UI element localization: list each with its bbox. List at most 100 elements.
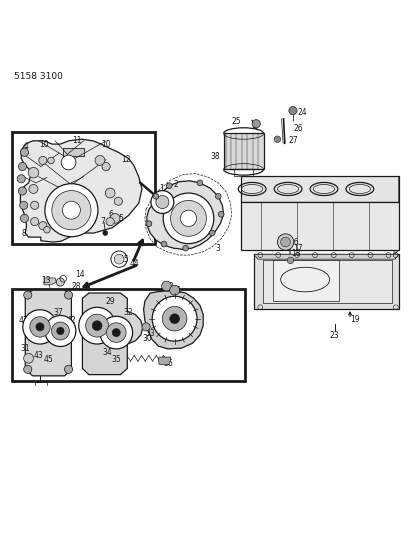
Text: 39: 39	[186, 323, 196, 332]
Text: 18: 18	[291, 249, 301, 258]
Text: 28: 28	[72, 282, 82, 292]
Circle shape	[79, 308, 115, 344]
Circle shape	[44, 227, 50, 233]
Circle shape	[61, 155, 76, 170]
Text: 10: 10	[101, 140, 111, 149]
Circle shape	[183, 245, 188, 251]
Polygon shape	[241, 176, 399, 202]
Text: 40: 40	[54, 330, 64, 340]
Polygon shape	[263, 261, 392, 303]
Circle shape	[92, 321, 102, 330]
Circle shape	[163, 193, 214, 244]
Circle shape	[114, 197, 122, 205]
Circle shape	[39, 222, 47, 230]
Circle shape	[20, 201, 28, 209]
Text: 13: 13	[41, 276, 51, 285]
Text: 3: 3	[216, 244, 221, 253]
Text: 34: 34	[102, 348, 112, 357]
Circle shape	[110, 213, 120, 223]
Polygon shape	[44, 278, 56, 285]
Text: 1: 1	[159, 184, 164, 193]
Text: 23: 23	[330, 332, 339, 341]
Text: 6: 6	[109, 210, 113, 219]
Text: 30: 30	[142, 334, 152, 343]
Polygon shape	[241, 202, 399, 250]
Circle shape	[112, 328, 120, 337]
Circle shape	[24, 291, 32, 299]
Text: 24: 24	[297, 108, 307, 117]
Text: 26: 26	[293, 124, 303, 133]
Circle shape	[162, 281, 171, 291]
Text: 45: 45	[43, 355, 53, 364]
Circle shape	[24, 353, 33, 363]
Text: 9: 9	[67, 158, 72, 167]
Text: 29: 29	[105, 297, 115, 306]
Text: 36: 36	[163, 359, 173, 368]
Circle shape	[162, 306, 187, 331]
Circle shape	[277, 234, 294, 250]
Circle shape	[31, 201, 39, 209]
Polygon shape	[273, 261, 339, 301]
Circle shape	[106, 217, 114, 225]
Circle shape	[36, 323, 44, 331]
Circle shape	[64, 365, 73, 374]
Circle shape	[156, 196, 169, 208]
Text: 37: 37	[53, 308, 63, 317]
Circle shape	[142, 323, 150, 331]
Circle shape	[31, 217, 39, 225]
Polygon shape	[224, 133, 264, 169]
Circle shape	[102, 163, 110, 171]
Text: 20: 20	[164, 282, 174, 292]
Circle shape	[114, 254, 124, 264]
Text: 14: 14	[75, 270, 84, 279]
Circle shape	[24, 365, 32, 374]
Polygon shape	[25, 290, 71, 376]
Circle shape	[218, 212, 224, 217]
Text: 7: 7	[100, 217, 105, 226]
Circle shape	[197, 180, 203, 185]
Polygon shape	[20, 139, 142, 242]
Text: 22: 22	[285, 268, 295, 277]
Circle shape	[100, 316, 133, 349]
Polygon shape	[254, 254, 399, 259]
Text: 32: 32	[124, 308, 133, 317]
Text: 25: 25	[232, 117, 242, 126]
Text: 15: 15	[120, 255, 129, 264]
Text: 41: 41	[19, 316, 29, 325]
Circle shape	[95, 156, 105, 165]
Circle shape	[18, 163, 27, 171]
Circle shape	[166, 183, 172, 189]
Circle shape	[171, 200, 206, 236]
Polygon shape	[254, 254, 399, 309]
Circle shape	[62, 201, 80, 219]
Text: 10: 10	[39, 140, 49, 149]
Circle shape	[30, 317, 50, 337]
Text: 31: 31	[20, 344, 30, 353]
Circle shape	[153, 193, 159, 199]
Polygon shape	[158, 357, 171, 365]
Circle shape	[45, 316, 76, 346]
Text: 38: 38	[211, 152, 220, 161]
Circle shape	[39, 156, 47, 165]
Circle shape	[215, 193, 221, 199]
Text: 2: 2	[173, 180, 178, 189]
Text: 42: 42	[67, 316, 76, 325]
Circle shape	[52, 191, 91, 230]
Circle shape	[152, 296, 197, 341]
Text: 4: 4	[24, 142, 29, 151]
Circle shape	[180, 210, 197, 227]
Text: 5: 5	[118, 214, 123, 223]
Circle shape	[170, 314, 180, 324]
Circle shape	[56, 278, 64, 286]
Text: 19: 19	[350, 315, 360, 324]
Text: 17: 17	[293, 244, 303, 253]
Text: 27: 27	[289, 136, 299, 146]
Circle shape	[17, 175, 25, 183]
Circle shape	[18, 187, 27, 195]
Text: 8: 8	[21, 229, 26, 238]
Circle shape	[252, 119, 260, 128]
Circle shape	[23, 310, 57, 344]
Polygon shape	[394, 176, 399, 255]
Circle shape	[281, 237, 290, 247]
Text: 44: 44	[130, 259, 140, 268]
